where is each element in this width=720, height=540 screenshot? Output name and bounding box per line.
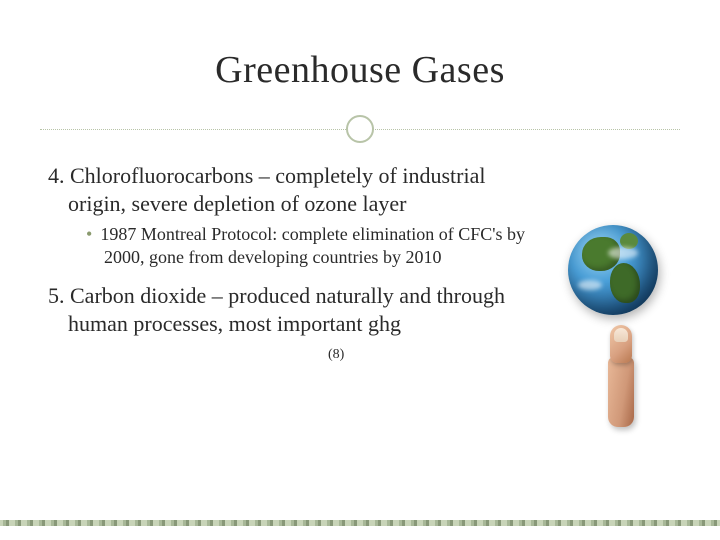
slide-title: Greenhouse Gases	[40, 48, 680, 92]
bullet-icon: •	[86, 224, 92, 244]
item-number: 4.	[48, 163, 65, 188]
list-item-4-sub: • 1987 Montreal Protocol: complete elimin…	[40, 223, 540, 268]
item-number: 5.	[48, 283, 65, 308]
item-text: Chlorofluorocarbons – completely of indu…	[68, 163, 485, 216]
sub-text: 1987 Montreal Protocol: complete elimina…	[100, 224, 525, 267]
list-item-4: 4. Chlorofluorocarbons – completely of i…	[40, 162, 540, 217]
finger-icon	[608, 325, 634, 425]
item-text: Carbon dioxide – produced naturally and …	[68, 283, 505, 336]
globe-illustration	[568, 225, 678, 425]
list-item-5: 5. Carbon dioxide – produced naturally a…	[40, 282, 540, 365]
slide-container: Greenhouse Gases 4. Chlorofluorocarbons …	[0, 0, 720, 540]
divider	[40, 114, 680, 144]
bottom-decorative-strip	[0, 520, 720, 526]
earth-globe-icon	[568, 225, 658, 315]
divider-circle-icon	[346, 115, 374, 143]
